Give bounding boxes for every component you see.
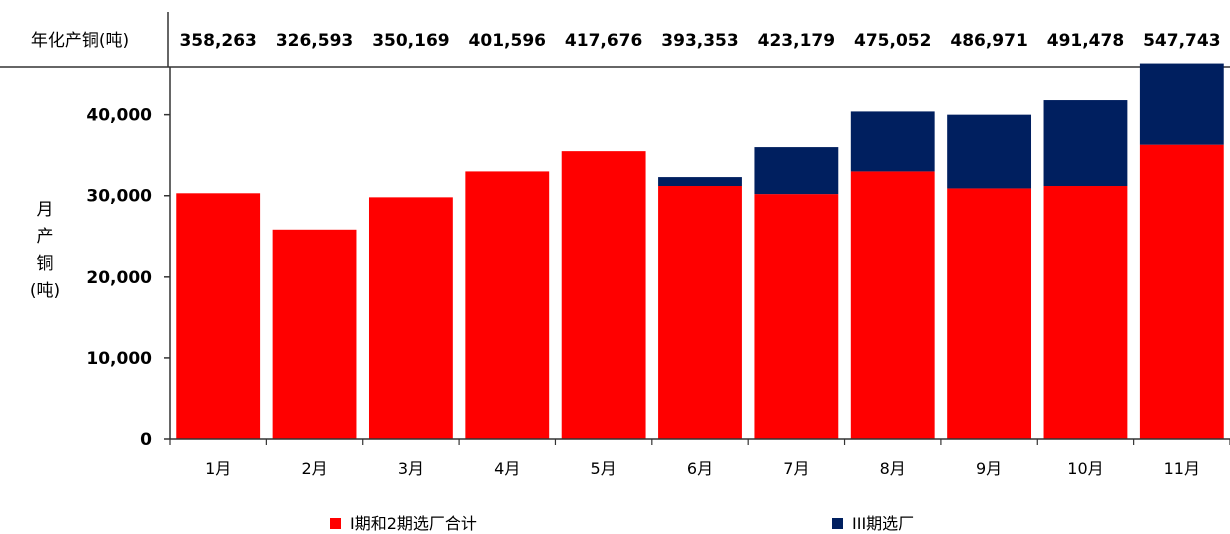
annual-production-value: 417,676 — [565, 31, 642, 51]
legend-label-phase3: III期选厂 — [852, 514, 914, 533]
annual-production-value: 393,353 — [661, 31, 738, 51]
x-category-label: 5月 — [591, 459, 617, 478]
legend: I期和2期选厂合计 III期选厂 — [330, 514, 914, 533]
bar-phase3 — [947, 114, 1032, 189]
bars — [176, 63, 1224, 440]
annual-production-value: 326,593 — [276, 31, 353, 51]
bar-phase12 — [658, 186, 742, 439]
annual-production-value: 401,596 — [469, 31, 546, 51]
bar-phase12 — [561, 151, 646, 440]
legend-swatch-phase3 — [832, 518, 843, 529]
bar-phase12 — [1139, 144, 1224, 439]
x-category-label: 11月 — [1164, 459, 1200, 478]
annual-production-value: 486,971 — [950, 31, 1027, 51]
y-tick-label: 10,000 — [86, 349, 152, 369]
x-axis: 1月 2月 3月 4月 5月 6月 7月 8月 9月 10月 11月 — [169, 438, 1230, 478]
x-category-label: 10月 — [1067, 459, 1103, 478]
bar-phase12 — [754, 194, 839, 439]
bar-phase12 — [272, 229, 357, 439]
x-category-label: 7月 — [783, 459, 809, 478]
annual-production-value: 475,052 — [854, 31, 931, 51]
bar-phase3 — [850, 111, 935, 172]
y-tick-label: 0 — [140, 430, 152, 450]
annual-production-value: 358,263 — [179, 31, 256, 51]
bar-phase12 — [850, 171, 935, 440]
annual-production-value: 491,478 — [1047, 31, 1124, 51]
y-axis-label: 月产铜 (吨) — [30, 200, 60, 301]
annual-production-value: 423,179 — [758, 31, 835, 51]
y-axis-label-char: 月 — [37, 200, 54, 220]
bar-phase3 — [658, 177, 742, 187]
legend-swatch-phase12 — [330, 518, 341, 529]
annual-production-value: 350,169 — [372, 31, 449, 51]
annual-production-label: 年化产铜(吨) — [31, 31, 129, 51]
bar-phase12 — [1043, 186, 1128, 439]
annual-production-values: 358,263 326,593 350,169 401,596 417,676 393,3… — [179, 31, 1220, 51]
bar-phase12 — [176, 193, 261, 439]
x-category-label: 4月 — [494, 459, 520, 478]
bar-phase12 — [368, 197, 453, 439]
legend-label-phase12: I期和2期选厂合计 — [350, 514, 477, 533]
x-category-label: 9月 — [976, 459, 1002, 478]
y-axis-label-char: 产 — [37, 227, 54, 247]
y-tick-label: 40,000 — [86, 106, 152, 126]
x-category-label: 1月 — [205, 459, 231, 478]
bar-phase12 — [947, 188, 1032, 439]
y-tick-label: 20,000 — [86, 268, 152, 288]
x-category-label: 3月 — [398, 459, 424, 478]
x-category-label: 8月 — [880, 459, 906, 478]
bar-phase12 — [465, 171, 550, 440]
bar-phase3 — [1043, 100, 1128, 187]
y-axis-label-char: 铜 — [37, 254, 54, 274]
bar-phase3 — [1139, 63, 1224, 145]
y-axis-label-char: (吨) — [30, 281, 60, 301]
y-tick-label: 30,000 — [86, 187, 152, 207]
x-category-label: 2月 — [301, 459, 327, 478]
bar-phase3 — [754, 147, 839, 195]
y-axis: 0 10,000 20,000 30,000 40,000 — [86, 67, 171, 450]
x-category-label: 6月 — [687, 459, 713, 478]
annual-production-value: 547,743 — [1143, 31, 1220, 51]
